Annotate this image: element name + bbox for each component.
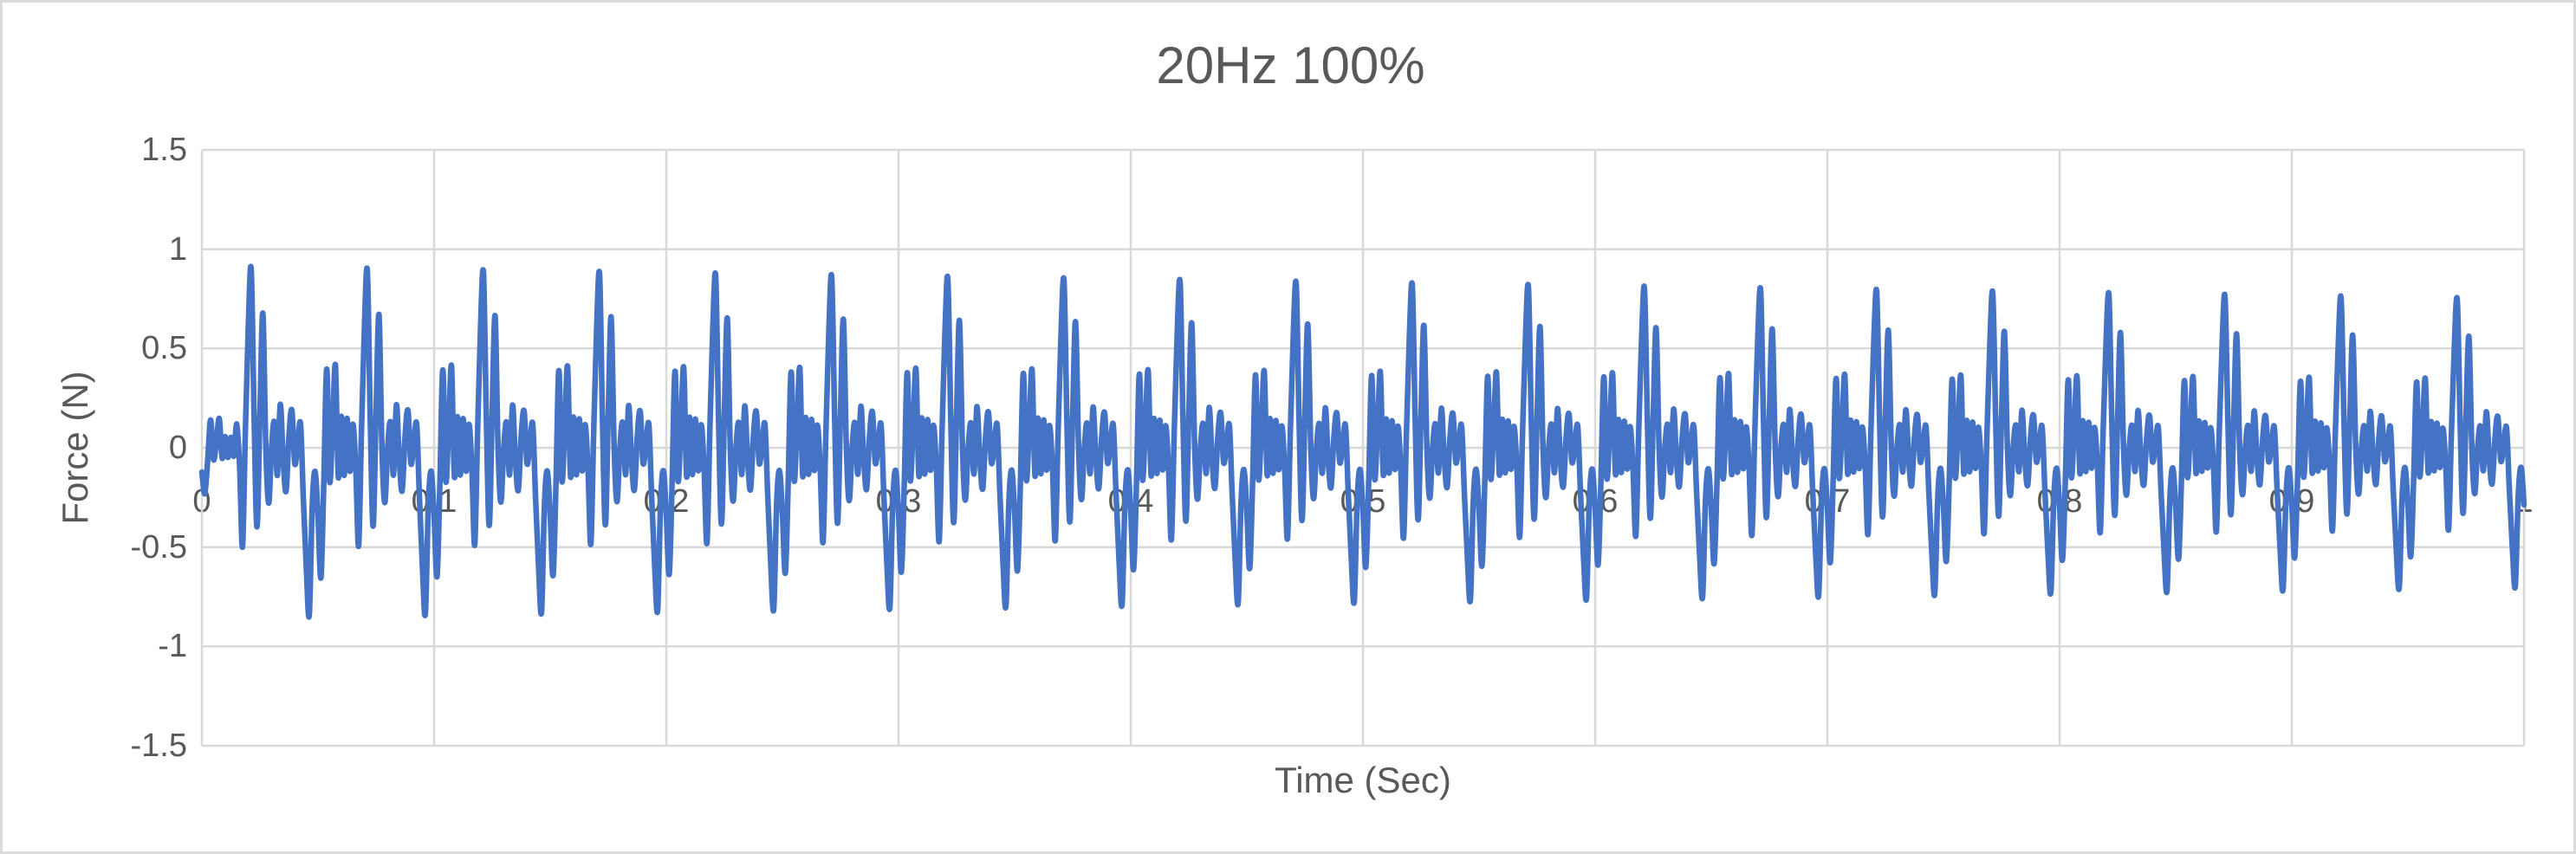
plot-area	[198, 148, 2527, 747]
y-axis-tick-label: -1.5	[130, 728, 187, 764]
chart-title: 20Hz 100%	[1156, 36, 1425, 94]
y-axis-tick-label: 0	[168, 430, 187, 466]
force-series-line	[198, 263, 2527, 620]
y-axis-tick-label: 1	[168, 230, 187, 268]
gridlines	[200, 148, 2526, 747]
x-axis-title: Time (Sec)	[1275, 760, 1451, 800]
y-axis-tick-label: -1	[158, 628, 187, 665]
y-axis-title: Force (N)	[55, 371, 95, 525]
y-axis-tick-label: 1.5	[141, 132, 187, 168]
y-axis-tick-label: -0.5	[130, 528, 187, 566]
y-axis-tick-label: 0.5	[141, 330, 187, 367]
